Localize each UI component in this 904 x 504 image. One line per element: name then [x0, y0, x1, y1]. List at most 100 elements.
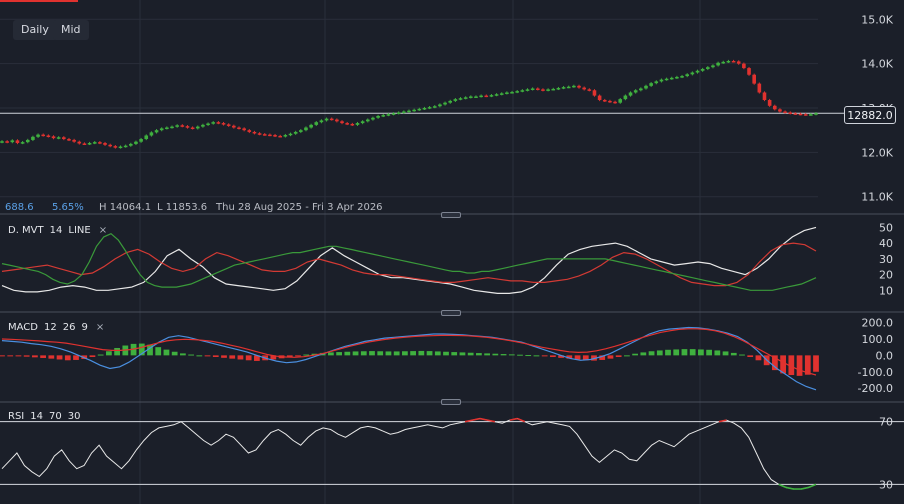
panel-resize-handle[interactable]	[441, 212, 461, 218]
candle-body	[386, 114, 391, 116]
candle-body	[541, 89, 545, 91]
candle-body	[324, 118, 329, 121]
macd-close-icon[interactable]: ×	[95, 322, 105, 333]
candle-body	[41, 134, 46, 137]
candle-body	[479, 95, 483, 98]
candle-body	[623, 95, 628, 100]
candle-body	[510, 92, 514, 94]
macd-histogram-bar	[188, 354, 194, 356]
candle-body	[669, 77, 674, 80]
macd-histogram-bar	[566, 355, 573, 359]
candle-body	[335, 119, 339, 122]
candle-body	[82, 143, 87, 145]
macd-histogram-bar	[681, 349, 688, 356]
axis-tick-label: 100.0	[862, 333, 894, 346]
candle-body	[814, 113, 818, 115]
macd-histogram-bar	[698, 349, 704, 356]
macd-histogram-bar	[434, 351, 441, 356]
candle-body	[592, 90, 597, 96]
macd-histogram-bar	[360, 351, 367, 356]
dmvt-series-line	[1, 232, 817, 291]
macd-histogram-bar	[204, 355, 211, 357]
candle-body	[72, 139, 76, 142]
macd-histogram-bar	[476, 353, 482, 356]
candle-body	[546, 89, 550, 91]
panel-resize-handle[interactable]	[441, 310, 461, 316]
candle-body	[149, 132, 154, 136]
candle-body	[159, 128, 164, 131]
macd-histogram-bar	[270, 355, 277, 360]
candle-body	[92, 142, 97, 144]
candle-body	[417, 108, 422, 111]
macd-histogram-bar	[624, 355, 630, 357]
candle-body	[685, 74, 690, 77]
candle-body	[530, 88, 535, 90]
candle-body	[783, 111, 787, 114]
candle-body	[31, 136, 35, 140]
macd-histogram-bar	[443, 351, 449, 356]
rsi-extreme-segment	[808, 483, 817, 489]
candle-body	[809, 114, 813, 116]
macd-histogram-bar	[640, 352, 647, 356]
axis-tick-label: 30	[879, 253, 893, 266]
candle-body	[268, 134, 272, 137]
timeframe-daily-button[interactable]: Daily	[13, 20, 57, 40]
candle-body	[551, 88, 556, 91]
macd-histogram-bar	[328, 352, 334, 356]
candle-body	[46, 135, 51, 137]
macd-histogram-bar	[7, 355, 14, 357]
candle-body	[144, 135, 149, 140]
candle-body	[309, 124, 313, 128]
rsi-extreme-segment	[785, 486, 794, 490]
macd-histogram-bar	[673, 349, 680, 356]
candle-body	[474, 96, 478, 98]
candle-body	[608, 100, 612, 103]
macd-histogram-bar	[582, 355, 589, 361]
candle-body	[803, 114, 808, 116]
candle-body	[752, 74, 756, 84]
candle-body	[767, 100, 772, 106]
candle-body	[577, 85, 581, 88]
candle-body	[407, 110, 411, 113]
candle-body	[726, 60, 731, 63]
candle-body	[262, 134, 267, 136]
timeframe-mid-button[interactable]: Mid	[53, 20, 89, 40]
macd-histogram-bar	[336, 352, 342, 356]
candle-body	[257, 133, 262, 135]
macd-histogram-bar	[56, 355, 63, 360]
rsi-oversold: 30	[67, 411, 81, 422]
candle-body	[340, 121, 344, 124]
macd-slow: 26	[62, 322, 76, 333]
rsi-extreme-segment	[509, 417, 518, 421]
macd-histogram-bar	[550, 355, 556, 357]
macd-histogram-bar	[155, 347, 162, 356]
candle-body	[211, 122, 216, 124]
dmvt-style: LINE	[68, 225, 91, 236]
rsi-extreme-segment	[487, 419, 496, 423]
candle-body	[396, 112, 401, 114]
macd-histogram-bar	[788, 355, 795, 376]
candle-body	[721, 61, 726, 64]
dmvt-close-icon[interactable]: ×	[98, 225, 108, 236]
candle-body	[185, 126, 190, 128]
axis-tick-label: 40	[879, 237, 893, 250]
macd-histogram-bar	[377, 351, 384, 356]
candle-body	[664, 78, 669, 81]
macd-histogram-bar	[780, 355, 786, 374]
macd-histogram-bar	[418, 350, 425, 356]
candle-body	[438, 104, 442, 107]
panel-resize-handle[interactable]	[441, 399, 461, 405]
macd-histogram-bar	[467, 352, 474, 356]
candle-body	[278, 135, 283, 138]
candle-body	[412, 109, 416, 112]
axis-tick-label: 200.0	[862, 317, 894, 330]
candle-body	[98, 142, 102, 144]
macd-histogram-bar	[402, 351, 408, 356]
candle-body	[128, 143, 133, 146]
macd-histogram-bar	[484, 353, 490, 356]
macd-histogram-bar	[303, 354, 310, 356]
candle-body	[36, 134, 40, 137]
candle-body	[566, 86, 571, 89]
